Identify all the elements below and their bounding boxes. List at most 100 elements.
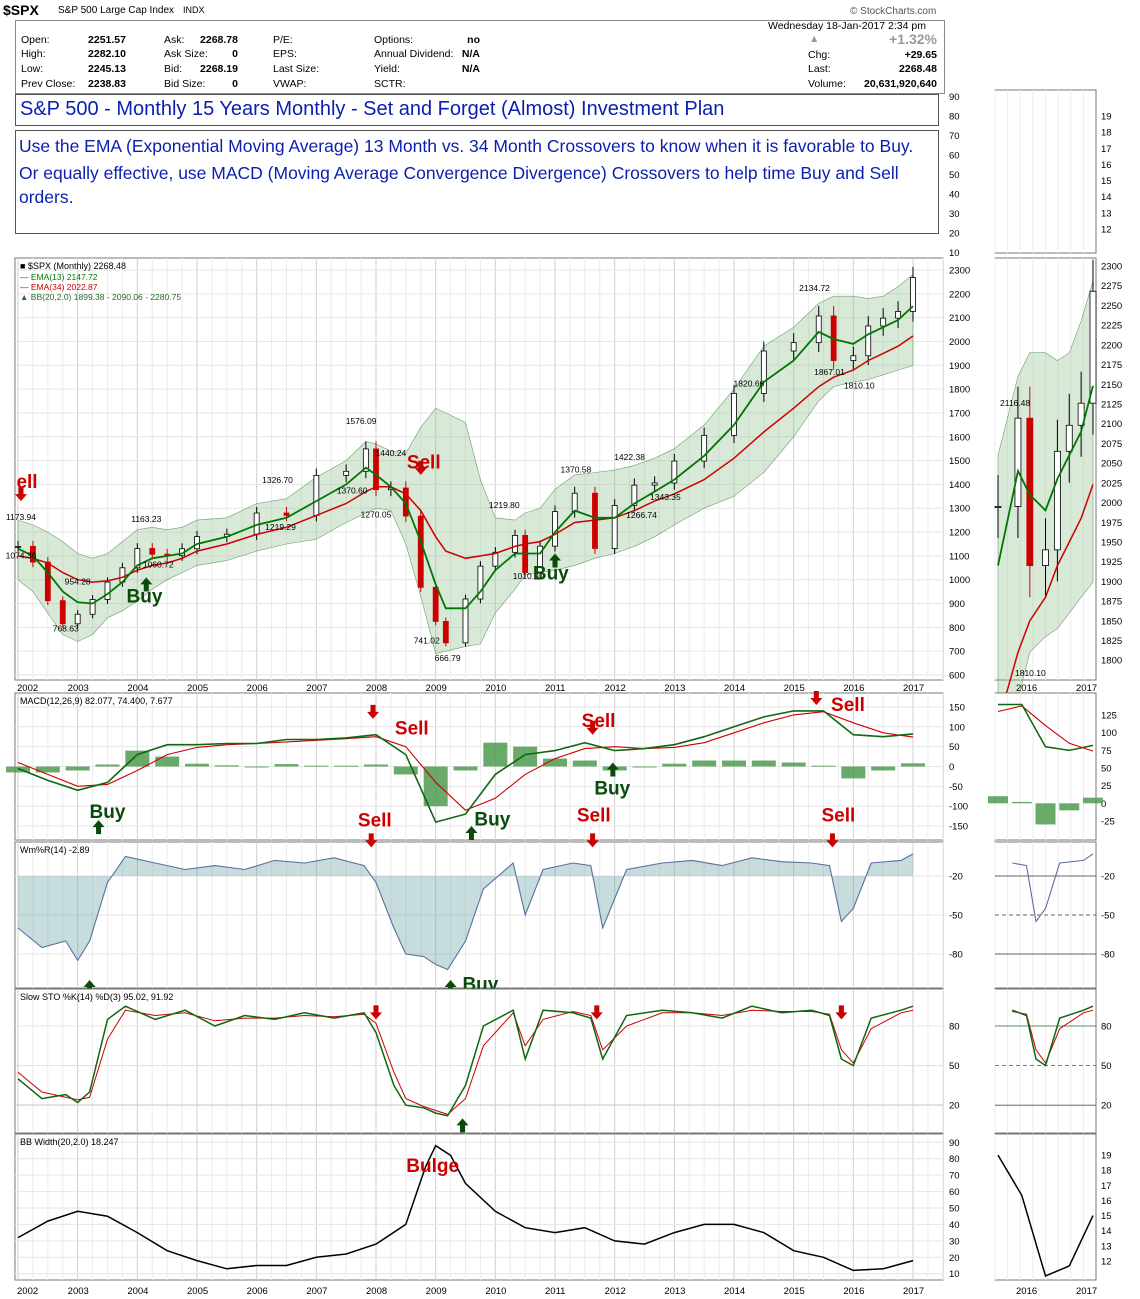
upper-axis-tick: 30 [949, 209, 960, 220]
price-y-tick: 700 [949, 647, 965, 658]
price-y-tick: 1200 [949, 528, 970, 539]
zoom-upper-tick: 17 [1101, 144, 1112, 155]
price-candle [149, 548, 156, 555]
zoom-macd-signal-line [997, 705, 1094, 752]
macd-histogram-bar [632, 766, 657, 768]
price-candle [731, 393, 737, 436]
zoom-bbwidth-tick: 13 [1101, 1241, 1112, 1252]
macd-histogram-bar [304, 765, 329, 767]
bottom-x-tick: 2003 [68, 1286, 89, 1297]
bottom-x-tick: 2016 [843, 1286, 864, 1297]
williams-annotation: Sell [822, 805, 856, 826]
price-candle [651, 482, 658, 486]
quote-c5-0-label: Chg: [808, 49, 831, 61]
zoom-macd-line [998, 703, 1094, 752]
zoom-price-tick: 2275 [1101, 281, 1122, 292]
quote-c2-1-value: 0 [232, 48, 238, 60]
macd-histogram-bar [185, 763, 209, 767]
price-candle [104, 581, 111, 600]
zoom-macd-tick: 100 [1101, 728, 1117, 739]
price-candle [552, 511, 558, 547]
macd-histogram-bar [811, 765, 836, 767]
macd-y-tick: -150 [949, 822, 968, 833]
macd-annotation: Sell [395, 719, 429, 740]
bbwidth-legend: BB Width(20,2.0) 18.247 [20, 1137, 119, 1147]
quote-c2-0-value: 2268.78 [200, 34, 238, 46]
macd-y-tick: -50 [949, 782, 963, 793]
sell-arrow-icon [835, 1005, 848, 1020]
symbol-ticker: $SPX [3, 2, 39, 18]
zoom-stochastic-k-line [1011, 1005, 1094, 1067]
bbwidth-panel [14, 1133, 944, 1281]
upper-axis-tick: 80 [949, 112, 960, 123]
zoom-williams-tick: -20 [1101, 872, 1115, 883]
price-y-tick: 800 [949, 623, 965, 634]
price-value-label: 1810.10 [844, 381, 875, 391]
zoom-price-tick: 1800 [1101, 656, 1122, 667]
chart-title-box: S&P 500 - Monthly 15 Years Monthly - Set… [15, 94, 939, 126]
zoom-price-candle [1065, 424, 1073, 452]
price-candle [512, 534, 518, 553]
symbol-bar [0, 0, 1140, 20]
upper-axis-tick: 40 [949, 190, 960, 201]
macd-y-tick: -100 [949, 802, 968, 813]
macd-histogram-bar [95, 764, 120, 767]
price-candle [362, 448, 369, 472]
zoom-price-tick: 2025 [1101, 478, 1122, 489]
chart-note-line-2: Or equally effective, use MACD (Moving A… [19, 163, 899, 207]
macd-histogram-bar [214, 765, 239, 767]
up-triangle-icon: ▲ [809, 33, 820, 45]
quote-c5-1-label: Last: [808, 63, 831, 75]
bottom-x-tick: 2013 [664, 1286, 685, 1297]
quote-c2-0-label: Ask: [164, 34, 185, 46]
price-x-tick: 2017 [903, 683, 924, 694]
stochastic-legend: Slow STO %K(14) %D(3) 95.02, 91.92 [20, 992, 173, 1002]
price-value-label: 1326.70 [262, 475, 293, 485]
zoom-price-tick: 2225 [1101, 321, 1122, 332]
zoom-price-tick: 1825 [1101, 636, 1122, 647]
price-value-label: 1370.58 [561, 465, 592, 475]
bottom-x-tick: 2012 [605, 1286, 626, 1297]
zoom-macd-histogram-bar [1035, 803, 1056, 825]
zoom-stochastic-tick: 80 [1101, 1022, 1112, 1033]
zoom-macd-histogram-bar [988, 796, 1008, 804]
price-candle [283, 512, 290, 516]
bbwidth-annotation: Bulge [406, 1156, 459, 1177]
zoom-price-tick: 2150 [1101, 380, 1122, 391]
bottom-x-tick: 2006 [247, 1286, 268, 1297]
price-value-label: 1270.05 [361, 509, 392, 519]
zoom-stochastic-tick: 50 [1101, 1061, 1112, 1072]
price-value-label: 1343.35 [650, 492, 681, 502]
zoom-x-tick: 2017 [1076, 683, 1097, 694]
price-x-tick: 2010 [485, 683, 506, 694]
buy-arrow-icon [444, 980, 457, 994]
macd-annotation: Sell [582, 711, 616, 732]
bottom-x-tick: 2010 [485, 1286, 506, 1297]
price-candle [373, 448, 379, 491]
quote-c1-0-label: Open: [21, 34, 50, 46]
quote-c2-3-value: 0 [232, 78, 238, 90]
quote-c4-1-label: Annual Dividend: [374, 48, 454, 60]
price-x-tick: 2002 [17, 683, 38, 694]
buy-arrow-icon [140, 577, 153, 592]
quote-c2-3-label: Bid Size: [164, 78, 206, 90]
price-value-label: 1576.09 [346, 416, 377, 426]
williams-annotation: Sell [577, 805, 611, 826]
macd-histogram-bar [274, 764, 299, 767]
zoom-macd-tick: 0 [1101, 799, 1106, 810]
price-y-tick: 1100 [949, 551, 969, 562]
zoom-price-candle [1089, 290, 1097, 404]
williams-y-tick: -50 [949, 911, 963, 922]
price-candle [910, 277, 916, 312]
price-candle [313, 474, 320, 516]
price-y-tick: 2200 [949, 289, 970, 300]
brand-watermark: © StockCharts.com [850, 6, 937, 17]
price-candle [611, 504, 618, 549]
price-x-tick: 2016 [843, 683, 864, 694]
sell-arrow-icon [810, 690, 823, 705]
zoom-macd-histogram-bar [1011, 801, 1032, 804]
quote-c4-2-value: N/A [461, 63, 480, 75]
price-x-tick: 2014 [724, 683, 745, 694]
price-candle [537, 545, 543, 573]
